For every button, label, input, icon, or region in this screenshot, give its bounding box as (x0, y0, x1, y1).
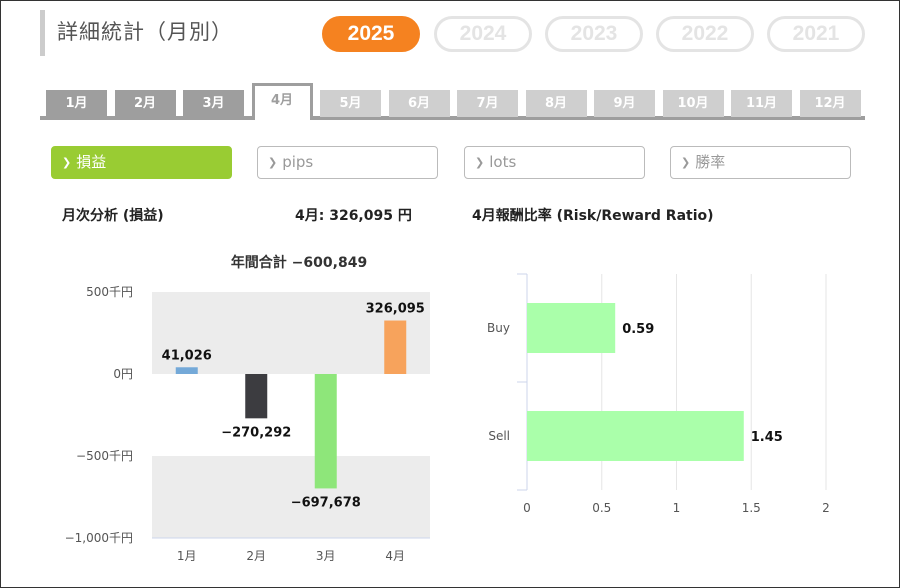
metric-tab-label: lots (489, 153, 517, 171)
x-tick-label: 1 (673, 501, 681, 515)
bar-3月 (314, 374, 337, 489)
chart-title: 年間合計 −600,849 (231, 254, 367, 271)
bar-1月 (175, 367, 198, 374)
month-tab-1[interactable]: 1月 (46, 90, 107, 117)
chevron-right-icon: ❯ (268, 156, 278, 169)
y-tick-label: −500千円 (76, 449, 133, 463)
x-tick-label: 1.5 (742, 501, 761, 515)
month-tab-6[interactable]: 6月 (388, 90, 450, 117)
bar-buy (527, 303, 616, 353)
metric-tab-3[interactable]: ❯ 勝率 (670, 146, 851, 179)
x-tick-label: 2月 (246, 549, 266, 563)
x-tick-label: 0.5 (592, 501, 611, 515)
data-label: −270,292 (221, 425, 291, 440)
month-tab-12[interactable]: 12月 (799, 90, 861, 117)
data-label: 41,026 (162, 348, 212, 363)
month-tab-3[interactable]: 3月 (183, 90, 244, 117)
year-button-2023[interactable]: 2023 (545, 16, 643, 52)
chevron-right-icon: ❯ (475, 156, 485, 169)
metric-tab-label: pips (282, 153, 314, 171)
monthly-analysis-title: 月次分析 (損益) (62, 208, 164, 224)
metric-tab-1[interactable]: ❯ pips (257, 146, 438, 179)
year-button-2021[interactable]: 2021 (767, 16, 865, 52)
x-tick-label: 4月 (385, 549, 405, 563)
risk-reward-title: 4月報酬比率 (Risk/Reward Ratio) (472, 208, 714, 224)
year-button-2022[interactable]: 2022 (656, 16, 754, 52)
chevron-right-icon: ❯ (681, 156, 691, 169)
y-tick-label: 500千円 (86, 285, 133, 299)
month-total-value: 4月: 326,095 円 (295, 208, 412, 224)
plot-band-0 (152, 292, 430, 374)
bar-4月 (384, 320, 407, 374)
plot-band-1 (152, 456, 430, 538)
month-tabs-baseline (40, 116, 865, 120)
month-tab-7[interactable]: 7月 (457, 90, 518, 117)
y-tick-label: −1,000千円 (65, 531, 133, 545)
data-label: 1.45 (751, 430, 783, 445)
metric-tab-0[interactable]: ❯ 損益 (51, 146, 232, 179)
month-tab-10[interactable]: 10月 (662, 90, 724, 117)
year-button-2025[interactable]: 2025 (322, 16, 420, 52)
metric-tab-2[interactable]: ❯ lots (464, 146, 645, 179)
month-tab-4[interactable]: 4月 (251, 83, 313, 120)
y-tick-label: Buy (487, 321, 510, 335)
month-tab-8[interactable]: 8月 (525, 90, 587, 117)
bar-2月 (245, 374, 268, 419)
month-tab-9[interactable]: 9月 (594, 90, 655, 117)
data-label: −697,678 (291, 495, 361, 510)
year-button-2024[interactable]: 2024 (434, 16, 532, 52)
x-tick-label: 0 (523, 501, 531, 515)
y-tick-label: Sell (488, 429, 510, 443)
y-tick-label: 0円 (113, 367, 133, 381)
metric-tab-label: 勝率 (695, 153, 726, 171)
month-tab-11[interactable]: 11月 (731, 90, 792, 117)
x-tick-label: 2 (822, 501, 830, 515)
metric-tab-label: 損益 (76, 153, 107, 171)
data-label: 326,095 (366, 302, 425, 317)
month-tab-5[interactable]: 5月 (320, 90, 381, 117)
data-label: 0.59 (622, 322, 654, 337)
bar-sell (527, 411, 744, 461)
page-title: 詳細統計（月別） (40, 10, 233, 56)
x-tick-label: 3月 (316, 549, 336, 563)
month-tab-2[interactable]: 2月 (114, 90, 176, 117)
x-tick-label: 1月 (177, 549, 197, 563)
chevron-right-icon: ❯ (62, 156, 72, 169)
